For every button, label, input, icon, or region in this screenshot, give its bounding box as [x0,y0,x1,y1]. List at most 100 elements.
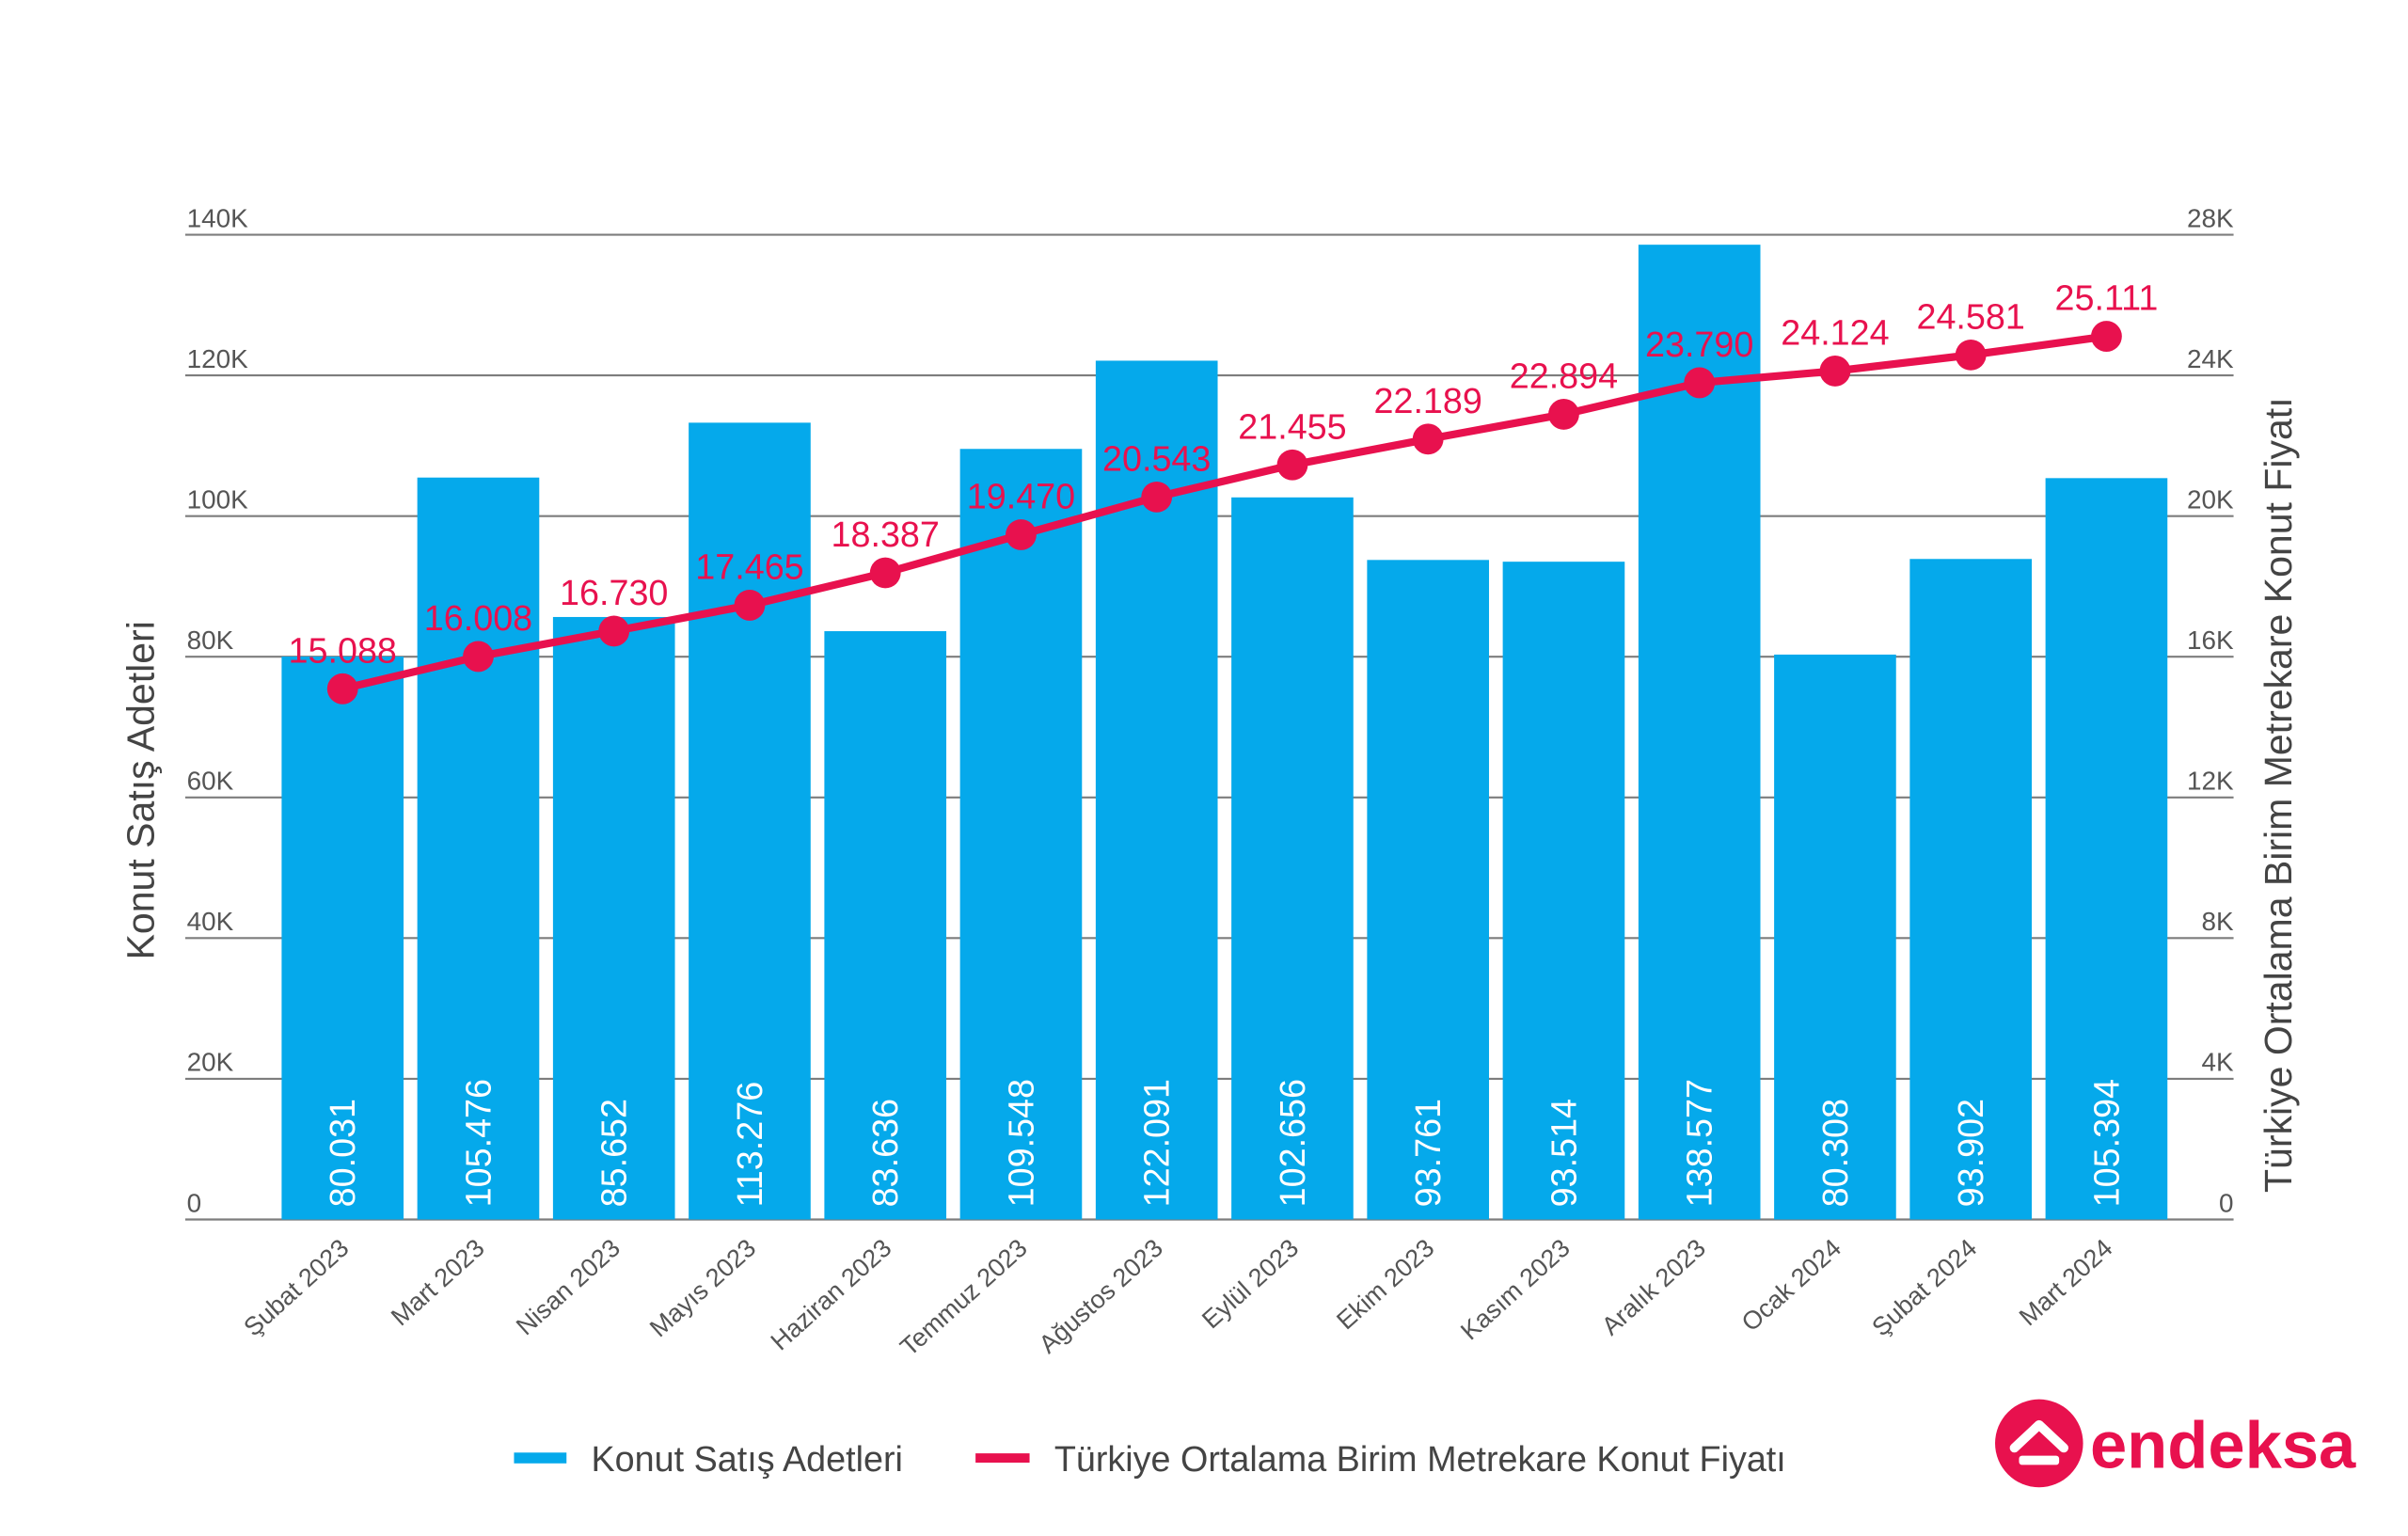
price-value-label: 16.008 [424,598,532,638]
price-value-label: 24.581 [1916,296,2024,336]
house-icon [2009,1419,2068,1465]
sales-bar-1 [281,656,404,1220]
price-value-label: 19.470 [967,477,1075,516]
right-axis-title: Türkiye Ortalama Birim Metrekare Konut F… [2257,397,2300,1193]
price-value-label: 22.189 [1373,381,1481,420]
x-tick-label: Kasım 2023 [1455,1233,1576,1346]
legend-swatch-bar [514,1452,567,1464]
sales-bar-10 [1502,562,1625,1220]
legend-label-sales: Konut Satış Adetleri [592,1439,903,1479]
price-value-label: 17.465 [695,547,803,587]
sales-bar-11 [1638,245,1761,1220]
price-value-label: 18.387 [831,515,939,554]
left-tick-label: 40K [187,907,234,936]
bar-value-label: 122.091 [1137,1079,1177,1207]
x-axis-tick-labels: Şubat 2023 Mart 2023 Nisan 2023 Mayıs 2023 H… [238,1233,2118,1362]
x-tick-label: Mayıs 2023 [643,1233,761,1343]
sales-bar-5 [824,631,947,1220]
sales-bar-13 [1909,559,2032,1220]
bar-value-label: 93.514 [1544,1099,1583,1207]
sales-bar-6 [959,449,1083,1220]
bar-value-label: 85.652 [594,1099,634,1207]
price-point-4 [734,590,766,621]
left-tick-label: 80K [187,625,234,655]
sales-bar-value-labels: 80.031 105.476 85.652 113.276 83.636 109.548 1… [323,1079,2126,1207]
right-axis-tick-labels: 0 4K 8K 12K 16K 20K 24K 28K [2187,203,2234,1217]
price-point-12 [1819,356,1851,387]
price-value-label: 20.543 [1102,438,1211,478]
left-tick-label: 60K [187,767,234,796]
price-value-label: 15.088 [289,630,397,670]
bar-value-label: 83.636 [865,1099,905,1207]
right-tick-label: 24K [2187,344,2234,373]
sales-bar-8 [1231,497,1354,1220]
logo-circle-icon [1995,1399,2083,1488]
right-tick-label: 8K [2201,907,2234,936]
right-tick-label: 16K [2187,625,2234,655]
bar-value-label: 105.394 [2086,1079,2126,1207]
x-tick-label: Şubat 2023 [238,1233,355,1342]
sales-bars [281,245,2168,1220]
price-point-2 [463,641,494,673]
endeksa-logo: endeksa [1995,1399,2356,1488]
left-tick-label: 100K [187,484,249,514]
price-point-7 [1141,481,1173,513]
price-point-8 [1276,449,1308,481]
price-point-3 [598,615,630,647]
legend-label-price: Türkiye Ortalama Birim Metrekare Konut F… [1054,1439,1786,1479]
bar-value-label: 113.276 [730,1082,769,1208]
right-tick-label: 0 [2219,1188,2234,1217]
x-tick-label: Mart 2024 [2013,1233,2117,1332]
price-line-series [341,332,2107,693]
bar-value-label: 80.308 [1815,1099,1855,1207]
x-tick-label: Nisan 2023 [510,1233,625,1341]
price-point-10 [1548,399,1579,430]
sales-bar-4 [689,422,811,1220]
price-value-label: 23.790 [1645,325,1753,364]
bar-value-label: 80.031 [323,1099,362,1207]
price-point-5 [869,557,901,589]
house-roof [2009,1419,2068,1453]
sales-bar-14 [2045,478,2168,1220]
x-tick-label: Eylül 2023 [1196,1233,1304,1335]
right-tick-label: 20K [2187,484,2234,514]
logo-wordmark: endeksa [2090,1408,2356,1482]
left-tick-label: 120K [187,344,249,373]
x-tick-label: Temmuz 2023 [895,1233,1033,1362]
left-tick-label: 0 [187,1188,202,1217]
legend-item-sales: Konut Satış Adetleri [514,1439,903,1479]
x-tick-label: Ağustos 2023 [1033,1233,1168,1359]
right-tick-label: 28K [2187,203,2234,232]
bar-value-label: 138.577 [1680,1079,1719,1207]
left-axis-title: Konut Satış Adetleri [119,621,162,959]
left-tick-label: 20K [187,1048,234,1077]
price-value-label: 25.111 [2055,278,2159,318]
bar-value-label: 105.476 [458,1079,498,1207]
bar-value-label: 93.902 [1951,1099,1990,1207]
price-value-labels: 15.088 16.008 16.730 17.465 18.387 19.470 20.5… [289,278,2159,671]
left-tick-label: 140K [187,203,249,232]
price-point-1 [326,673,358,705]
price-value-label: 16.730 [560,573,668,612]
price-point-9 [1412,423,1444,455]
price-line [341,332,2107,693]
x-tick-label: Şubat 2024 [1866,1233,1983,1342]
bar-value-label: 93.761 [1408,1099,1448,1207]
right-tick-label: 12K [2187,767,2234,796]
x-tick-label: Ekim 2023 [1331,1233,1440,1336]
sales-bar-3 [552,616,675,1220]
price-value-label: 24.124 [1781,313,1889,353]
x-tick-label: Aralık 2023 [1595,1233,1710,1341]
house-base [2019,1455,2060,1465]
x-tick-label: Mart 2023 [385,1233,489,1332]
price-value-label: 21.455 [1238,406,1346,446]
price-point-11 [1684,367,1716,399]
left-axis-tick-labels: 0 20K 40K 60K 80K 100K 120K 140K [187,203,249,1217]
price-points [326,321,2122,705]
price-point-13 [1955,339,1987,371]
right-tick-label: 4K [2201,1048,2234,1077]
legend: Konut Satış Adetleri Türkiye Ortalama Bi… [514,1439,1786,1479]
sales-bar-2 [417,477,540,1220]
price-point-6 [1006,519,1037,550]
